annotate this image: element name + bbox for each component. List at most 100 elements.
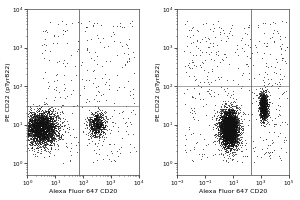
Point	[28, 119, 32, 123]
Point	[55, 129, 60, 133]
Point	[224, 117, 228, 120]
Point	[34, 115, 39, 118]
Point	[27, 127, 32, 130]
Point	[29, 126, 34, 129]
Point	[225, 135, 230, 138]
Point	[232, 135, 237, 138]
Point	[33, 135, 38, 138]
Point	[224, 102, 229, 105]
Point	[236, 116, 241, 119]
Point	[258, 101, 263, 104]
Point	[227, 124, 232, 127]
Point	[41, 128, 46, 131]
Point	[37, 136, 42, 139]
Point	[39, 104, 44, 107]
Point	[225, 121, 230, 124]
Point	[228, 114, 232, 117]
Point	[40, 127, 45, 130]
Point	[90, 129, 95, 133]
Point	[104, 128, 109, 131]
Point	[258, 108, 263, 111]
Point	[46, 136, 50, 139]
Point	[36, 130, 41, 133]
Point	[90, 129, 95, 132]
Point	[223, 126, 228, 130]
Point	[28, 125, 33, 128]
Point	[40, 126, 44, 129]
Point	[44, 129, 48, 133]
Point	[99, 125, 104, 128]
Point	[232, 135, 237, 139]
Point	[40, 135, 45, 138]
Point	[260, 96, 264, 99]
Point	[44, 128, 49, 131]
Point	[28, 108, 33, 112]
Point	[95, 126, 100, 129]
Point	[233, 129, 238, 132]
Point	[90, 132, 94, 135]
Point	[87, 123, 92, 126]
Point	[222, 130, 227, 133]
Point	[223, 130, 228, 133]
Point	[37, 107, 41, 110]
Point	[222, 128, 227, 131]
Point	[90, 119, 95, 122]
Point	[227, 121, 232, 124]
Point	[224, 118, 229, 121]
Point	[219, 133, 224, 137]
Point	[40, 123, 45, 126]
Point	[91, 123, 96, 126]
Point	[221, 125, 226, 128]
Point	[221, 134, 226, 137]
Point	[228, 138, 232, 141]
Point	[38, 138, 43, 142]
Point	[224, 120, 229, 124]
Point	[229, 133, 234, 136]
Point	[37, 121, 42, 124]
Point	[44, 122, 48, 126]
Point	[222, 135, 226, 138]
Point	[228, 136, 232, 139]
Point	[220, 119, 224, 123]
Point	[222, 129, 227, 132]
Point	[259, 110, 263, 113]
Point	[263, 108, 268, 111]
Point	[229, 120, 233, 123]
Point	[260, 104, 265, 107]
Point	[43, 138, 47, 141]
Point	[249, 113, 254, 117]
Point	[39, 123, 44, 126]
Point	[118, 25, 122, 28]
Point	[236, 140, 240, 143]
Point	[220, 126, 225, 129]
Point	[216, 148, 220, 151]
Point	[223, 140, 227, 143]
Point	[235, 122, 240, 125]
Point	[91, 120, 95, 124]
Point	[26, 121, 31, 125]
Point	[93, 114, 98, 117]
Point	[280, 57, 285, 60]
Point	[221, 144, 226, 147]
Point	[222, 122, 227, 125]
Point	[225, 129, 230, 132]
Point	[33, 127, 38, 130]
Point	[194, 45, 199, 48]
Point	[278, 131, 283, 134]
Point	[259, 101, 264, 104]
Point	[223, 130, 227, 133]
Point	[230, 132, 234, 135]
Point	[229, 128, 234, 131]
Point	[233, 144, 238, 147]
Point	[231, 123, 236, 126]
Point	[223, 56, 228, 59]
Point	[228, 110, 232, 113]
Point	[96, 128, 100, 131]
Point	[229, 140, 234, 143]
Point	[256, 100, 261, 104]
Point	[46, 129, 51, 133]
Point	[226, 114, 231, 117]
Point	[231, 125, 236, 128]
Point	[241, 126, 245, 129]
Point	[54, 116, 59, 119]
